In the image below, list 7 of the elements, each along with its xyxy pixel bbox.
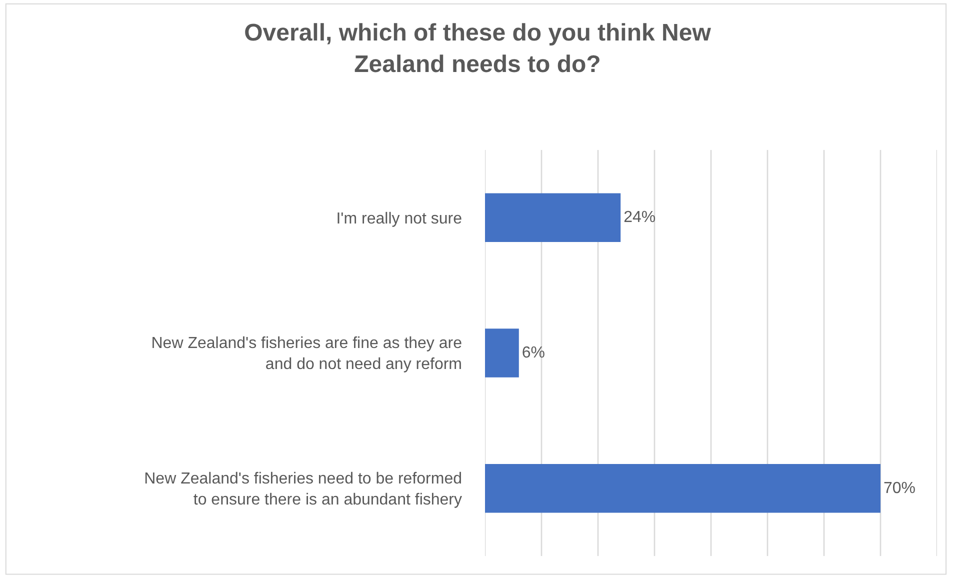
y-tick-label: New Zealand's fisheries need to be reformed to ensure there is an abundant fishery [144, 470, 462, 508]
data-label: 24% [624, 209, 656, 226]
data-label: 6% [522, 344, 546, 362]
chart-title: Overall, which of these do you think New Zealand needs to do? [244, 20, 712, 78]
y-tick-label: New Zealand's fisheries are fine as they are and do not need any reform [151, 335, 462, 373]
data-label: 70% [884, 480, 916, 497]
y-tick-label: I'm really not sure [336, 210, 462, 228]
